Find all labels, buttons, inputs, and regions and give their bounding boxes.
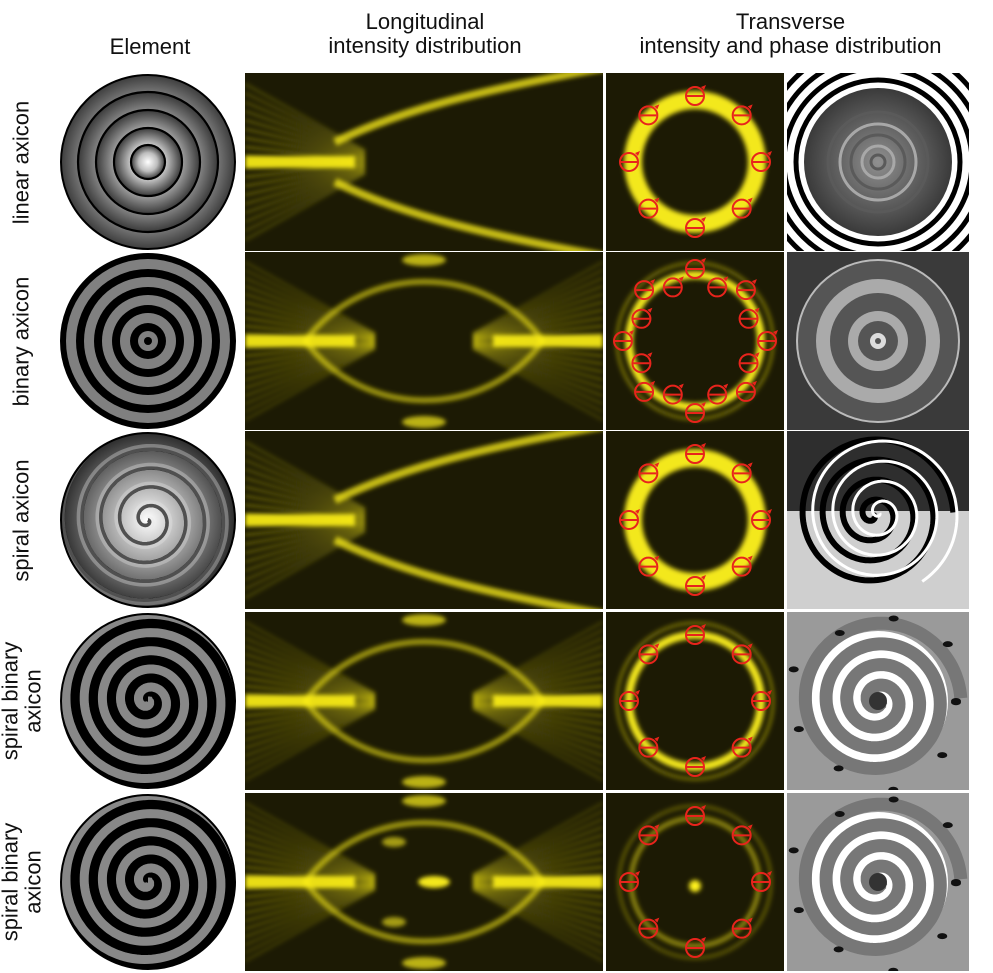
polarization-marker [685, 756, 706, 777]
polarization-marker [638, 643, 660, 665]
longitudinal-0 [245, 73, 603, 251]
phase-0 [787, 73, 969, 251]
row-label: linear axicon [0, 73, 42, 251]
longitudinal-4 [245, 793, 603, 971]
polarization-marker [731, 917, 753, 939]
transverse-intensity-2 [606, 431, 784, 609]
polarization-marker [631, 352, 653, 374]
element-4 [60, 794, 236, 970]
polarization-marker [685, 443, 706, 464]
element-2 [60, 432, 236, 608]
row-label-line2: axicon [20, 669, 46, 733]
polarization-marker [731, 736, 753, 758]
header-transverse: Transverse intensity and phase distribut… [639, 9, 942, 58]
polarization-marker [634, 279, 656, 301]
polarization-marker [662, 383, 684, 405]
polarization-marker [738, 352, 760, 374]
row-label: spiral binary axicon [0, 793, 46, 971]
polarization-marker [619, 509, 640, 530]
polarization-marker [638, 824, 660, 846]
polarization-marker [731, 462, 753, 484]
polarization-marker [631, 307, 653, 329]
polarization-marker [685, 402, 706, 423]
polarization-marker [619, 690, 640, 711]
longitudinal-2 [245, 431, 603, 609]
row-label: spiral binary axicon [0, 612, 46, 790]
polarization-marker [685, 217, 706, 238]
element-0 [60, 74, 236, 250]
row-label-line1: spiral binary [0, 641, 23, 761]
polarization-marker [738, 307, 760, 329]
polarization-marker [685, 85, 706, 106]
polarization-marker [685, 575, 706, 596]
polarization-marker [731, 555, 753, 577]
header-longitudinal: Longitudinal intensity distribution [328, 9, 522, 58]
transverse-intensity-4 [606, 793, 784, 971]
longitudinal-3 [245, 612, 603, 790]
polarization-marker [707, 276, 729, 298]
polarization-marker [751, 509, 772, 530]
row-label-line2: axicon [20, 850, 46, 914]
polarization-marker [638, 736, 660, 758]
polarization-marker [638, 917, 660, 939]
row-label-line1: spiral binary [0, 822, 23, 942]
row-label: binary axicon [0, 252, 42, 430]
polarization-marker [751, 871, 772, 892]
polarization-marker [735, 380, 757, 402]
polarization-marker [685, 805, 706, 826]
longitudinal-1 [245, 252, 603, 430]
transverse-intensity-1 [606, 252, 784, 430]
polarization-marker [638, 462, 660, 484]
polarization-marker [638, 104, 660, 126]
polarization-marker [731, 104, 753, 126]
polarization-marker [685, 937, 706, 958]
phase-1 [787, 252, 969, 430]
polarization-marker [707, 383, 729, 405]
polarization-marker [634, 380, 656, 402]
phase-3 [787, 612, 969, 790]
element-1 [60, 253, 236, 429]
polarization-marker [619, 151, 640, 172]
polarization-marker [731, 824, 753, 846]
polarization-marker [619, 871, 640, 892]
element-3 [60, 613, 236, 789]
row-label: spiral axicon [0, 431, 42, 609]
polarization-marker [757, 330, 778, 351]
polarization-marker [731, 197, 753, 219]
polarization-marker [638, 197, 660, 219]
transverse-intensity-0 [606, 73, 784, 251]
phase-2 [787, 431, 969, 609]
phase-4 [787, 793, 969, 971]
transverse-intensity-3 [606, 612, 784, 790]
row-label-line1: binary axicon [8, 276, 34, 406]
polarization-marker [735, 279, 757, 301]
polarization-marker [751, 690, 772, 711]
polarization-marker [685, 624, 706, 645]
polarization-marker [731, 643, 753, 665]
header-element: Element [109, 34, 191, 59]
polarization-marker [751, 151, 772, 172]
polarization-marker [662, 276, 684, 298]
polarization-marker [685, 258, 706, 279]
polarization-marker [613, 330, 634, 351]
row-label-line1: linear axicon [8, 100, 34, 224]
polarization-marker [638, 555, 660, 577]
row-label-line1: spiral axicon [8, 458, 34, 582]
